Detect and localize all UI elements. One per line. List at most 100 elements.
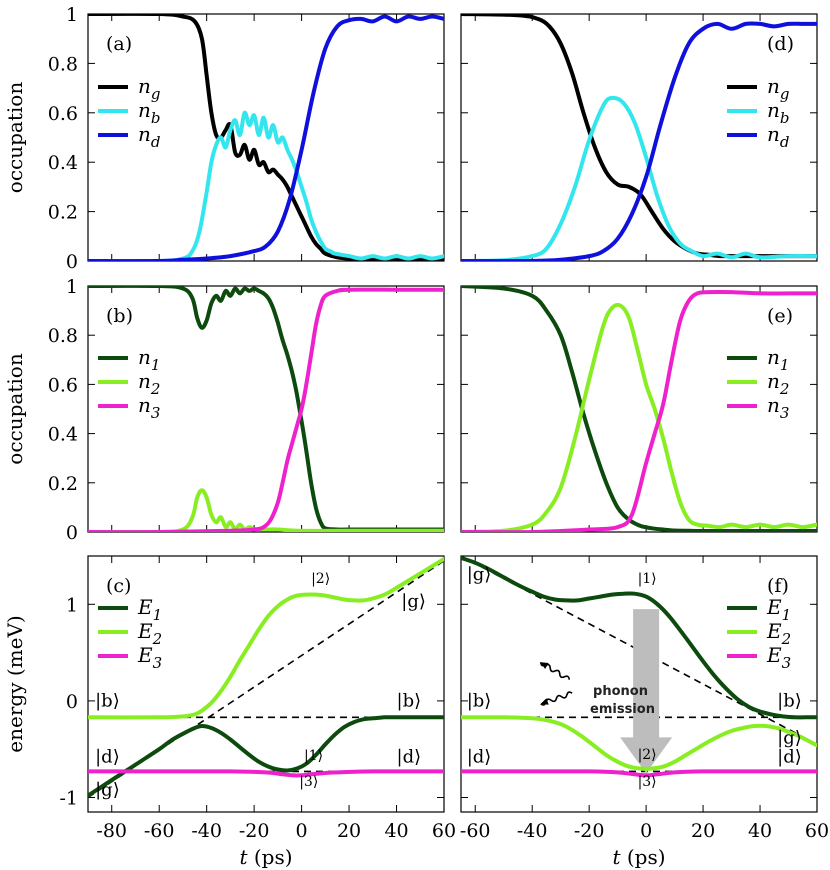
x-tick-label: 60	[805, 820, 829, 842]
state-label: |3⟩	[299, 774, 318, 790]
y-tick-label: 1	[66, 594, 78, 616]
y-tick-label: 0.4	[48, 152, 78, 174]
x-tick-label: 40	[384, 820, 408, 842]
panel-label: (c)	[106, 575, 131, 597]
state-label: |d⟩	[467, 747, 492, 768]
series-E-2	[461, 715, 817, 771]
x-tick-label: -60	[144, 820, 175, 842]
x-tick-label: 20	[691, 820, 715, 842]
state-label: |2⟩	[311, 571, 330, 587]
state-label: |d⟩	[397, 747, 422, 768]
panel-label: (d)	[767, 33, 794, 55]
state-label: |g⟩	[777, 727, 802, 748]
y-tick-label: 0.8	[48, 325, 78, 347]
x-axis-label: t (ps)	[612, 845, 665, 869]
annotation-phonon: phonon	[593, 684, 648, 699]
legend-label: nb	[767, 98, 790, 127]
state-label: |b⟩	[397, 691, 422, 712]
panel-label: (f)	[767, 575, 789, 597]
state-label: |g⟩	[95, 780, 120, 801]
plot-area	[461, 286, 817, 532]
y-tick-label: 0.8	[48, 53, 78, 75]
plot-area	[88, 286, 444, 532]
series-n-g	[88, 14, 444, 261]
y-axis-label: occupation	[3, 353, 27, 465]
plot-frame	[460, 285, 818, 533]
state-label: |g⟩	[467, 564, 492, 585]
series-E-1	[461, 556, 817, 720]
plot-area	[88, 14, 444, 261]
x-tick-label: -60	[460, 820, 491, 842]
legend-label: nb	[138, 98, 161, 127]
series-n-d	[461, 21, 817, 261]
wavy-arrow-head	[540, 662, 549, 669]
plot-frame	[87, 13, 445, 262]
legend-label: E3	[766, 643, 791, 672]
state-label: |b⟩	[777, 691, 802, 712]
state-label: |3⟩	[638, 774, 657, 790]
y-tick-label: -1	[59, 788, 78, 810]
legend-label: E1	[766, 595, 791, 624]
state-label: |1⟩	[638, 571, 657, 587]
panel-label: (b)	[106, 305, 133, 327]
series-E-3	[88, 769, 444, 778]
state-label: |1⟩	[304, 748, 323, 764]
x-tick-label: 0	[296, 820, 308, 842]
y-tick-label: 0.6	[48, 103, 78, 125]
y-tick-label: 0	[66, 691, 78, 713]
phonon-arrow	[620, 609, 673, 774]
y-axis-label: energy (meV)	[3, 615, 27, 752]
series-n-b	[88, 110, 444, 261]
state-label: |g⟩	[401, 591, 426, 612]
series-n-3	[461, 289, 817, 532]
legend-label: E1	[137, 595, 162, 624]
legend-label: n2	[767, 369, 789, 398]
plot-area	[88, 556, 444, 799]
series-n-3	[88, 287, 444, 532]
wavy-arrow-head	[540, 698, 549, 705]
legend-label: E2	[137, 619, 162, 648]
plot-area	[461, 14, 817, 261]
panel-c: -101-80 -60 -40 -20 0 20 40 60(c)E1E2E3|b⟩|d⟩|g…	[3, 555, 456, 869]
y-tick-label: 1	[66, 276, 78, 298]
x-tick-label: -20	[574, 820, 605, 842]
state-label: |2⟩	[638, 747, 657, 763]
legend-label: E2	[766, 619, 791, 648]
plot-area	[461, 556, 817, 778]
legend-label: nd	[767, 122, 790, 151]
x-tick-label: -40	[191, 820, 222, 842]
series-n-b	[461, 95, 817, 261]
panel-label: (a)	[106, 33, 132, 55]
y-axis-label: occupation	[3, 82, 27, 194]
x-tick-label: -40	[517, 820, 548, 842]
y-tick-label: 0.6	[48, 374, 78, 396]
x-axis-label: t (ps)	[239, 845, 292, 869]
plot-frame	[87, 555, 445, 813]
legend-label: n3	[138, 393, 160, 422]
x-tick-label: -20	[239, 820, 270, 842]
series-E-3	[461, 769, 817, 778]
y-tick-label: 0.2	[48, 202, 78, 224]
legend-label: E3	[137, 643, 162, 672]
x-tick-label: 60	[432, 820, 456, 842]
y-tick-label: 0	[66, 522, 78, 544]
state-label: |d⟩	[95, 747, 120, 768]
state-label: |b⟩	[95, 691, 120, 712]
legend-label: n2	[138, 369, 160, 398]
x-tick-label: 40	[748, 820, 772, 842]
series-n-1	[88, 286, 444, 532]
y-tick-label: 0.4	[48, 424, 78, 446]
legend-label: n1	[767, 345, 789, 374]
y-tick-label: 1	[66, 4, 78, 26]
plot-frame	[460, 555, 818, 813]
x-tick-label: 0	[640, 820, 652, 842]
y-tick-label: 0	[66, 251, 78, 273]
